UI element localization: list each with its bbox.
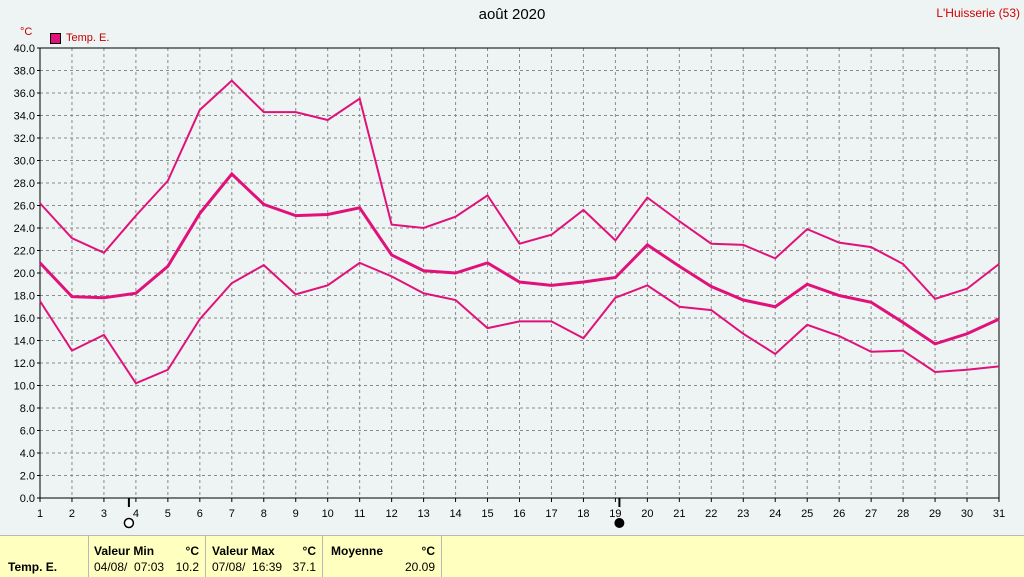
x-tick-label: 17 [545,508,557,520]
footer-max-cell: Valeur Max °C 07/08/ 16:39 37.1 [206,536,323,577]
x-tick-label: 28 [897,508,909,520]
y-tick-label: 14.0 [14,336,35,348]
min-unit: °C [185,544,199,558]
min-datetime: 04/08/ 07:03 [94,560,165,574]
y-tick-label: 26.0 [14,201,35,213]
y-tick-label: 2.0 [20,471,35,483]
x-tick-label: 10 [322,508,334,520]
x-tick-label: 5 [165,508,171,520]
y-tick-label: 16.0 [14,313,35,325]
y-tick-label: 36.0 [14,88,35,100]
x-tick-label: 14 [449,508,461,520]
series-line-2 [38,171,1000,346]
y-tick-label: 30.0 [14,156,35,168]
x-tick-label: 18 [577,508,589,520]
x-tick-label: 24 [769,508,781,520]
x-tick-label: 19 [609,508,621,520]
series-line-3 [39,261,1000,385]
y-tick-label: 28.0 [14,178,35,190]
x-tick-label: 12 [386,508,398,520]
y-tick-label: 38.0 [14,66,35,78]
min-label: Valeur Min [94,544,155,558]
x-tick-label: 20 [641,508,653,520]
legend-label: Temp. E. [66,32,110,44]
x-tick-label: 11 [354,508,365,520]
chart-title: août 2020 [478,6,546,23]
max-value: 37.1 [292,560,316,574]
station-name: L'Huisserie (53) [936,6,1020,20]
footer-series-label: Temp. E. [8,560,58,574]
y-tick-label: 8.0 [20,403,35,415]
x-tick-label: 30 [961,508,973,520]
x-tick-label: 9 [293,508,299,520]
x-tick-label: 1 [37,508,43,520]
y-tick-label: 6.0 [20,426,35,438]
summary-footer: Temp. E. Valeur Min °C 04/08/ 07:03 10.2… [0,535,1024,577]
new-moon-icon [123,517,135,529]
x-tick-label: 7 [229,508,235,520]
x-tick-label: 22 [705,508,717,520]
x-tick-label: 29 [929,508,941,520]
x-tick-label: 2 [69,508,75,520]
full-moon-icon [614,518,625,528]
legend: Temp. E. [50,32,109,44]
y-tick-label: 12.0 [14,358,35,370]
max-label: Valeur Max [212,544,275,558]
y-axis-unit: °C [20,26,33,38]
max-datetime: 07/08/ 16:39 [212,560,283,574]
x-tick-label: 21 [673,508,685,520]
y-tick-label: 22.0 [14,246,35,258]
x-tick-label: 25 [801,508,813,520]
min-value: 10.2 [175,560,199,574]
footer-series-cell: Temp. E. [0,536,89,577]
footer-avg-cell: Moyenne °C 20.09 [323,536,442,577]
x-tick-label: 31 [993,508,1005,520]
x-tick-label: 13 [417,508,429,520]
y-tick-label: 4.0 [20,448,35,460]
y-tick-label: 34.0 [14,111,35,123]
y-tick-label: 40.0 [14,43,35,55]
y-tick-label: 10.0 [14,381,35,393]
y-tick-label: 18.0 [14,291,35,303]
temperature-chart: 0.0 2.0 4.0 6.0 8.0 10.0 12.0 14.0 16.0 18.0 20.0 2… [14,43,1005,529]
x-tick-label: 27 [865,508,877,520]
x-tick-label: 8 [261,508,267,520]
y-tick-label: 20.0 [14,268,35,280]
x-tick-label: 26 [833,508,845,520]
avg-value: 20.09 [404,560,435,574]
series-line-1 [39,79,1000,301]
x-tick-label: 16 [513,508,525,520]
avg-label: Moyenne [331,544,384,558]
footer-min-cell: Valeur Min °C 04/08/ 07:03 10.2 [89,536,206,577]
legend-swatch [50,32,61,44]
x-tick-label: 15 [481,508,493,520]
max-unit: °C [302,544,316,558]
y-tick-label: 32.0 [14,133,35,145]
x-tick-label: 6 [197,508,203,520]
x-tick-label: 4 [133,508,139,520]
x-tick-label: 23 [737,508,749,520]
x-tick-label: 3 [101,508,107,520]
plot-frame [39,47,1000,499]
avg-unit: °C [421,544,435,558]
y-tick-label: 0.0 [20,493,35,505]
y-tick-label: 24.0 [14,223,35,235]
